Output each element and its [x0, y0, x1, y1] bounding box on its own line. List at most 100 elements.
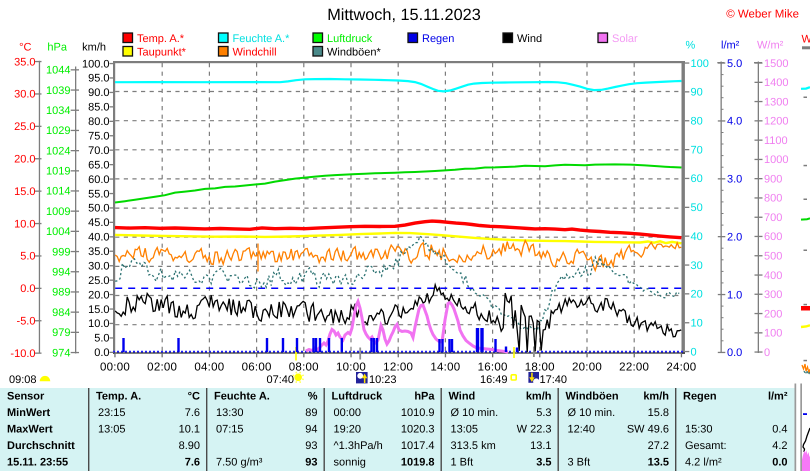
svg-text:3.0: 3.0: [727, 174, 742, 186]
svg-text:W: W: [802, 34, 810, 46]
svg-text:70.0: 70.0: [88, 145, 109, 157]
svg-text:35.0: 35.0: [14, 56, 35, 68]
svg-text:10:00: 10:00: [336, 362, 366, 374]
svg-text:65.0: 65.0: [88, 159, 109, 171]
svg-text:Feuchte A.*: Feuchte A.*: [233, 33, 291, 45]
svg-text:1010.9: 1010.9: [401, 407, 435, 419]
svg-text:22:00: 22:00: [619, 362, 649, 374]
svg-text:Regen: Regen: [422, 33, 454, 45]
svg-text:400: 400: [764, 270, 782, 282]
svg-text:300: 300: [764, 289, 782, 301]
svg-text:1020.3: 1020.3: [401, 424, 435, 436]
svg-text:800: 800: [764, 193, 782, 205]
svg-text:1019: 1019: [46, 166, 70, 178]
svg-text:SW 49.6: SW 49.6: [627, 424, 669, 436]
svg-text:0: 0: [764, 347, 770, 359]
svg-text:50: 50: [691, 202, 703, 214]
svg-text:23:15: 23:15: [98, 407, 126, 419]
svg-text:%: %: [308, 391, 318, 403]
svg-text:40: 40: [691, 231, 703, 243]
svg-text:313.5 km: 313.5 km: [451, 440, 496, 452]
svg-text:%: %: [686, 40, 696, 52]
svg-text:1000: 1000: [764, 154, 788, 166]
svg-text:8.90: 8.90: [179, 440, 200, 452]
svg-text:5.3: 5.3: [536, 407, 551, 419]
svg-text:Ø 10 min.: Ø 10 min.: [568, 407, 616, 419]
svg-text:24:00: 24:00: [666, 362, 696, 374]
svg-text:MaxWert: MaxWert: [7, 424, 53, 436]
svg-text:Wind: Wind: [449, 391, 476, 403]
svg-text:Durchschnitt: Durchschnitt: [7, 440, 75, 452]
svg-text:979: 979: [52, 327, 70, 339]
svg-text:13:05: 13:05: [451, 424, 479, 436]
svg-text:93: 93: [305, 457, 317, 469]
svg-text:7.6: 7.6: [185, 407, 200, 419]
svg-text:Luftdruck: Luftdruck: [327, 33, 373, 45]
svg-text:1039: 1039: [46, 85, 70, 97]
svg-text:Temp. A.: Temp. A.: [96, 391, 141, 403]
svg-text:89: 89: [305, 407, 317, 419]
svg-text:984: 984: [52, 307, 70, 319]
svg-text:1017.4: 1017.4: [401, 440, 435, 452]
svg-text:1 Bft: 1 Bft: [451, 457, 474, 469]
svg-text:35.0: 35.0: [88, 246, 109, 258]
svg-text:^1.3hPa/h: ^1.3hPa/h: [334, 440, 383, 452]
svg-text:989: 989: [52, 287, 70, 299]
svg-text:25.0: 25.0: [14, 121, 35, 133]
svg-text:1.0: 1.0: [727, 289, 742, 301]
svg-text:10.0: 10.0: [88, 318, 109, 330]
svg-text:90: 90: [691, 87, 703, 99]
svg-text:7.6: 7.6: [185, 457, 200, 469]
svg-text:999: 999: [52, 246, 70, 258]
svg-text:14:00: 14:00: [430, 362, 460, 374]
svg-text:hPa: hPa: [47, 42, 67, 54]
svg-text:l/m²: l/m²: [768, 391, 788, 403]
svg-text:4.2 l/m²: 4.2 l/m²: [685, 457, 722, 469]
svg-text:60.0: 60.0: [88, 174, 109, 186]
svg-text:1200: 1200: [764, 116, 788, 128]
svg-text:1004: 1004: [46, 226, 70, 238]
svg-text:30.0: 30.0: [14, 89, 35, 101]
svg-text:Taupunkt*: Taupunkt*: [137, 47, 187, 59]
svg-text:km/h: km/h: [82, 42, 106, 54]
svg-text:15.8: 15.8: [648, 407, 669, 419]
svg-text:5.0: 5.0: [727, 58, 742, 70]
svg-text:0.0: 0.0: [20, 283, 35, 295]
svg-text:100: 100: [691, 58, 709, 70]
svg-text:75.0: 75.0: [88, 131, 109, 143]
svg-text:7.50 g/m³: 7.50 g/m³: [216, 457, 263, 469]
svg-text:90.0: 90.0: [88, 87, 109, 99]
svg-text:25.0: 25.0: [88, 275, 109, 287]
svg-text:10.0: 10.0: [14, 218, 35, 230]
svg-text:93: 93: [305, 440, 317, 452]
svg-text:sonnig: sonnig: [334, 457, 366, 469]
svg-text:3 Bft: 3 Bft: [568, 457, 591, 469]
svg-text:1029: 1029: [46, 125, 70, 137]
svg-text:hPa: hPa: [414, 391, 435, 403]
svg-text:MinWert: MinWert: [7, 407, 51, 419]
svg-text:07:40: 07:40: [266, 374, 294, 386]
svg-text:19:20: 19:20: [334, 424, 362, 436]
svg-text:15.0: 15.0: [14, 186, 35, 198]
svg-text:974: 974: [52, 347, 70, 359]
svg-text:100: 100: [764, 328, 782, 340]
svg-text:Regen: Regen: [683, 391, 717, 403]
svg-text:17:40: 17:40: [540, 374, 568, 386]
svg-text:95.0: 95.0: [88, 73, 109, 85]
svg-text:Temp. A.*: Temp. A.*: [137, 33, 185, 45]
svg-text:Feuchte A.: Feuchte A.: [214, 391, 270, 403]
svg-text:Mittwoch, 15.11.2023: Mittwoch, 15.11.2023: [327, 6, 481, 24]
svg-text:l/m²: l/m²: [721, 40, 740, 52]
svg-text:Windchill: Windchill: [233, 47, 277, 59]
svg-text:W 22.3: W 22.3: [517, 424, 552, 436]
svg-text:06:00: 06:00: [242, 362, 272, 374]
svg-text:70: 70: [691, 144, 703, 156]
svg-text:60: 60: [691, 173, 703, 185]
svg-text:00:00: 00:00: [334, 407, 362, 419]
svg-text:0.4: 0.4: [772, 424, 787, 436]
svg-text:20:00: 20:00: [572, 362, 602, 374]
svg-text:4.2: 4.2: [772, 440, 787, 452]
svg-text:1034: 1034: [46, 105, 70, 117]
svg-text:15.11. 23:55: 15.11. 23:55: [7, 457, 68, 469]
svg-text:1300: 1300: [764, 96, 788, 108]
